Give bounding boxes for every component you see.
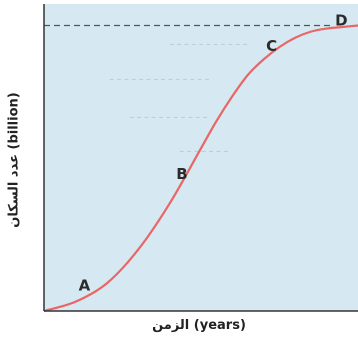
svg-text:ـ ـ ـ ـ ـ ـ ـ: ـ ـ ـ ـ ـ ـ ـ [179, 141, 228, 155]
x-axis-label: الزمن (years) [152, 318, 246, 333]
background-show-through-text: ـ ـ ـ ـ ـ ـ ـ ـ ـ ـ ـ ـ ـ ـ ـ ـ ـ ـ ـ ـ … [109, 34, 247, 155]
svg-text:ـ ـ ـ ـ ـ ـ ـ ـ ـ ـ ـ: ـ ـ ـ ـ ـ ـ ـ ـ ـ ـ ـ [169, 34, 247, 48]
plot-background [44, 4, 358, 311]
point-labels: A B C D [79, 11, 348, 294]
y-axis-label-container: عدد السكان (billion) [2, 40, 26, 280]
svg-text:ـ ـ ـ ـ ـ ـ ـ ـ ـ ـ ـ: ـ ـ ـ ـ ـ ـ ـ ـ ـ ـ ـ [129, 107, 207, 121]
svg-text:ـ ـ ـ ـ ـ ـ ـ ـ ـ ـ ـ ـ ـ ـ: ـ ـ ـ ـ ـ ـ ـ ـ ـ ـ ـ ـ ـ ـ [109, 69, 209, 83]
point-label-d: D [335, 11, 347, 29]
point-label-c: C [266, 37, 277, 55]
point-label-a: A [79, 277, 91, 295]
point-label-b: B [176, 165, 187, 183]
population-curve [43, 24, 358, 313]
y-axis-label: عدد السكان (billion) [6, 92, 22, 228]
